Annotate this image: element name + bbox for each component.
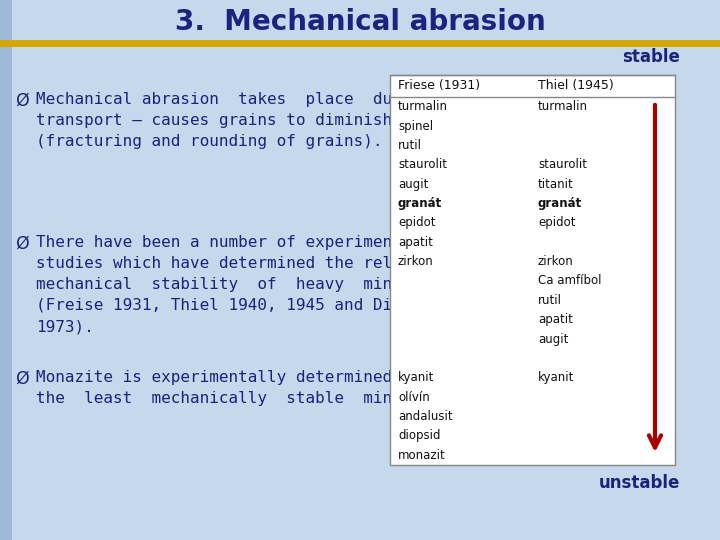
Text: spinel: spinel [398, 119, 433, 132]
Text: Monazite is experimentally determined as
the  least  mechanically  stable  miner: Monazite is experimentally determined as… [36, 370, 498, 406]
Text: zirkon: zirkon [398, 255, 433, 268]
Text: granát: granát [398, 197, 442, 210]
Text: diopsid: diopsid [398, 429, 441, 442]
Text: Mechanical abrasion  takes  place  during
transport – causes grains to diminish : Mechanical abrasion takes place during t… [36, 92, 469, 149]
Text: zirkon: zirkon [538, 255, 574, 268]
Text: Ca amfíbol: Ca amfíbol [538, 274, 601, 287]
Text: augit: augit [398, 178, 428, 191]
Text: turmalin: turmalin [538, 100, 588, 113]
Text: Friese (1931): Friese (1931) [398, 79, 480, 92]
Text: augit: augit [538, 333, 568, 346]
Text: unstable: unstable [598, 474, 680, 492]
Text: kyanit: kyanit [398, 372, 434, 384]
Text: rutil: rutil [398, 139, 422, 152]
Text: There have been a number of experimental
studies which have determined the relat: There have been a number of experimental… [36, 235, 450, 334]
Text: staurolit: staurolit [398, 158, 447, 171]
Text: Thiel (1945): Thiel (1945) [538, 79, 613, 92]
Text: epidot: epidot [538, 217, 575, 230]
Text: stable: stable [622, 48, 680, 66]
Text: turmalin: turmalin [398, 100, 448, 113]
Text: apatit: apatit [398, 236, 433, 249]
Text: titanit: titanit [538, 178, 574, 191]
Text: andalusit: andalusit [398, 410, 453, 423]
Text: apatit: apatit [538, 313, 573, 326]
Text: olívín: olívín [398, 391, 430, 404]
Text: 3.  Mechanical abrasion: 3. Mechanical abrasion [175, 8, 545, 36]
Text: Ø: Ø [15, 92, 29, 110]
Text: staurolit: staurolit [538, 158, 587, 171]
Text: monazit: monazit [398, 449, 446, 462]
Bar [0, 0, 12, 540]
Text: granát: granát [538, 197, 582, 210]
Text: Ø: Ø [15, 370, 29, 388]
Text: Ø: Ø [15, 235, 29, 253]
Text: epidot: epidot [398, 217, 436, 230]
Text: kyanit: kyanit [538, 372, 575, 384]
Bar [390, 75, 675, 465]
Text: rutil: rutil [538, 294, 562, 307]
